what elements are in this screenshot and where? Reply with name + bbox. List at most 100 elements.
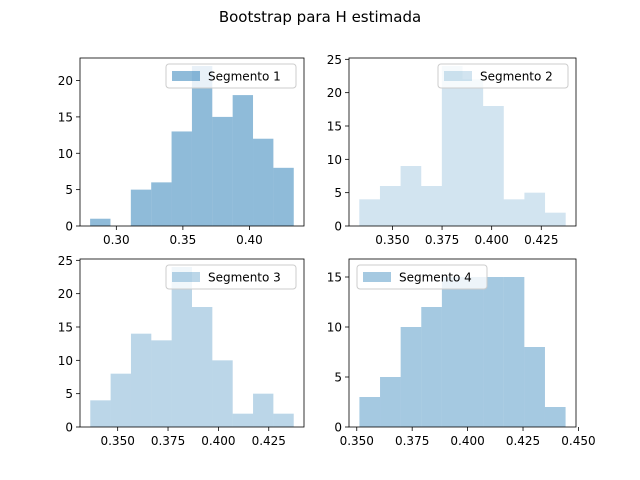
axes-frame xyxy=(79,57,305,227)
histogram-bar xyxy=(483,106,504,226)
x-tick-label: 0.30 xyxy=(103,233,130,247)
x-tick-label: 0.40 xyxy=(236,233,263,247)
x-tick-label: 0.425 xyxy=(252,434,286,448)
y-tick-label: 15 xyxy=(327,271,342,285)
legend: Segmento 2 xyxy=(437,63,569,89)
histogram-bar xyxy=(273,167,294,226)
y-tick-label: 20 xyxy=(327,86,342,100)
legend-label: Segmento 3 xyxy=(208,271,281,285)
y-tick-label: 25 xyxy=(327,53,342,67)
x-tick-label: 0.350 xyxy=(100,434,134,448)
y-tick-label: 0 xyxy=(334,421,342,435)
y-tick-label: 20 xyxy=(58,287,73,301)
y-tick-label: 20 xyxy=(58,74,73,88)
histogram-bar xyxy=(379,186,401,226)
legend-box xyxy=(356,264,488,290)
histogram-bar xyxy=(503,199,525,226)
histogram-bar xyxy=(191,66,213,226)
bars xyxy=(359,277,566,427)
bars xyxy=(359,66,566,226)
legend-swatch xyxy=(172,71,200,81)
histogram-bar xyxy=(171,131,192,226)
histogram-bar xyxy=(544,407,566,427)
histogram-bar xyxy=(421,186,442,226)
histogram-bar xyxy=(110,373,131,427)
y-tick-label: 0 xyxy=(65,421,73,435)
histogram-bar xyxy=(130,333,152,427)
bars xyxy=(90,267,294,427)
legend-box xyxy=(165,264,297,290)
x-tick-label: 0.400 xyxy=(450,434,484,448)
x-tick-label: 0.425 xyxy=(524,233,558,247)
histogram-bar xyxy=(462,277,484,427)
legend: Segmento 1 xyxy=(165,63,297,89)
legend-swatch xyxy=(172,272,200,282)
histogram-bar xyxy=(545,212,566,226)
legend-label: Segmento 2 xyxy=(480,70,553,84)
y-tick-label: 15 xyxy=(58,321,73,335)
y-tick-label: 5 xyxy=(334,371,342,385)
histogram-bar xyxy=(90,218,111,226)
axes-frame xyxy=(348,258,577,428)
histogram-bar xyxy=(171,267,192,427)
y-tick-label: 15 xyxy=(327,120,342,134)
y-tick-label: 0 xyxy=(334,220,342,234)
y-tick-label: 15 xyxy=(58,110,73,124)
subplot-1: 0.30 0.35 0.40 0 5 10 15 20 Segmento 1 xyxy=(58,57,305,247)
x-tick-label: 0.350 xyxy=(340,434,374,448)
axes-frame xyxy=(79,258,305,428)
y-tick-label: 5 xyxy=(334,186,342,200)
histogram-bar xyxy=(524,347,545,427)
histogram-bar xyxy=(192,307,213,427)
histogram-bar xyxy=(253,393,274,427)
y-tick-label: 10 xyxy=(58,354,73,368)
x-tick-label: 0.375 xyxy=(151,434,185,448)
histogram-bar xyxy=(462,79,484,226)
histogram-bar xyxy=(212,116,233,226)
histogram-bar xyxy=(483,277,504,427)
histogram-bar xyxy=(212,360,233,427)
legend-box xyxy=(437,63,569,89)
y-tick-label: 5 xyxy=(65,183,73,197)
histogram-bar xyxy=(151,182,172,226)
histogram-bar xyxy=(130,189,152,226)
y-tick-label: 10 xyxy=(58,147,73,161)
histogram-bar xyxy=(441,66,463,226)
legend-box xyxy=(165,63,297,89)
histogram-bar xyxy=(441,277,463,427)
y-tick-label: 0 xyxy=(65,220,73,234)
x-tick-label: 0.375 xyxy=(395,434,429,448)
histogram-bar xyxy=(253,138,274,226)
histogram-bar xyxy=(90,400,111,427)
y-tick-label: 10 xyxy=(327,321,342,335)
subplot-4: 0.350 0.375 0.400 0.425 0.450 0 5 10 15 Segmento … xyxy=(327,258,596,448)
subplot-2: 0.350 0.375 0.400 0.425 0 5 10 15 20 25 Segmento 2 xyxy=(327,53,577,247)
histogram-bar xyxy=(232,95,254,226)
axes-frame xyxy=(348,57,577,227)
legend-label: Segmento 1 xyxy=(208,70,281,84)
legend-swatch xyxy=(363,272,391,282)
histogram-bar xyxy=(151,340,172,427)
y-tick-label: 25 xyxy=(58,254,73,268)
histogram-bar xyxy=(400,166,422,226)
histogram-bar xyxy=(400,327,422,427)
x-tick-label: 0.400 xyxy=(474,233,508,247)
legend-label: Segmento 4 xyxy=(399,271,472,285)
bars xyxy=(90,66,294,226)
histogram-bar xyxy=(232,413,254,427)
histogram-bar xyxy=(503,277,525,427)
subplot-3: 0.350 0.375 0.400 0.425 0 5 10 15 20 25 Segmento 3 xyxy=(58,254,305,448)
x-tick-label: 0.450 xyxy=(561,434,595,448)
y-tick-label: 5 xyxy=(65,387,73,401)
legend: Segmento 4 xyxy=(356,264,488,290)
x-tick-label: 0.425 xyxy=(506,434,540,448)
legend: Segmento 3 xyxy=(165,264,297,290)
histogram-bar xyxy=(421,307,442,427)
histogram-bar xyxy=(380,377,401,427)
legend-swatch xyxy=(444,71,472,81)
figure-title: Bootstrap para H estimada xyxy=(219,8,421,26)
histogram-bar xyxy=(359,199,380,226)
histogram-bar xyxy=(524,192,546,226)
histogram-bar xyxy=(359,397,381,427)
